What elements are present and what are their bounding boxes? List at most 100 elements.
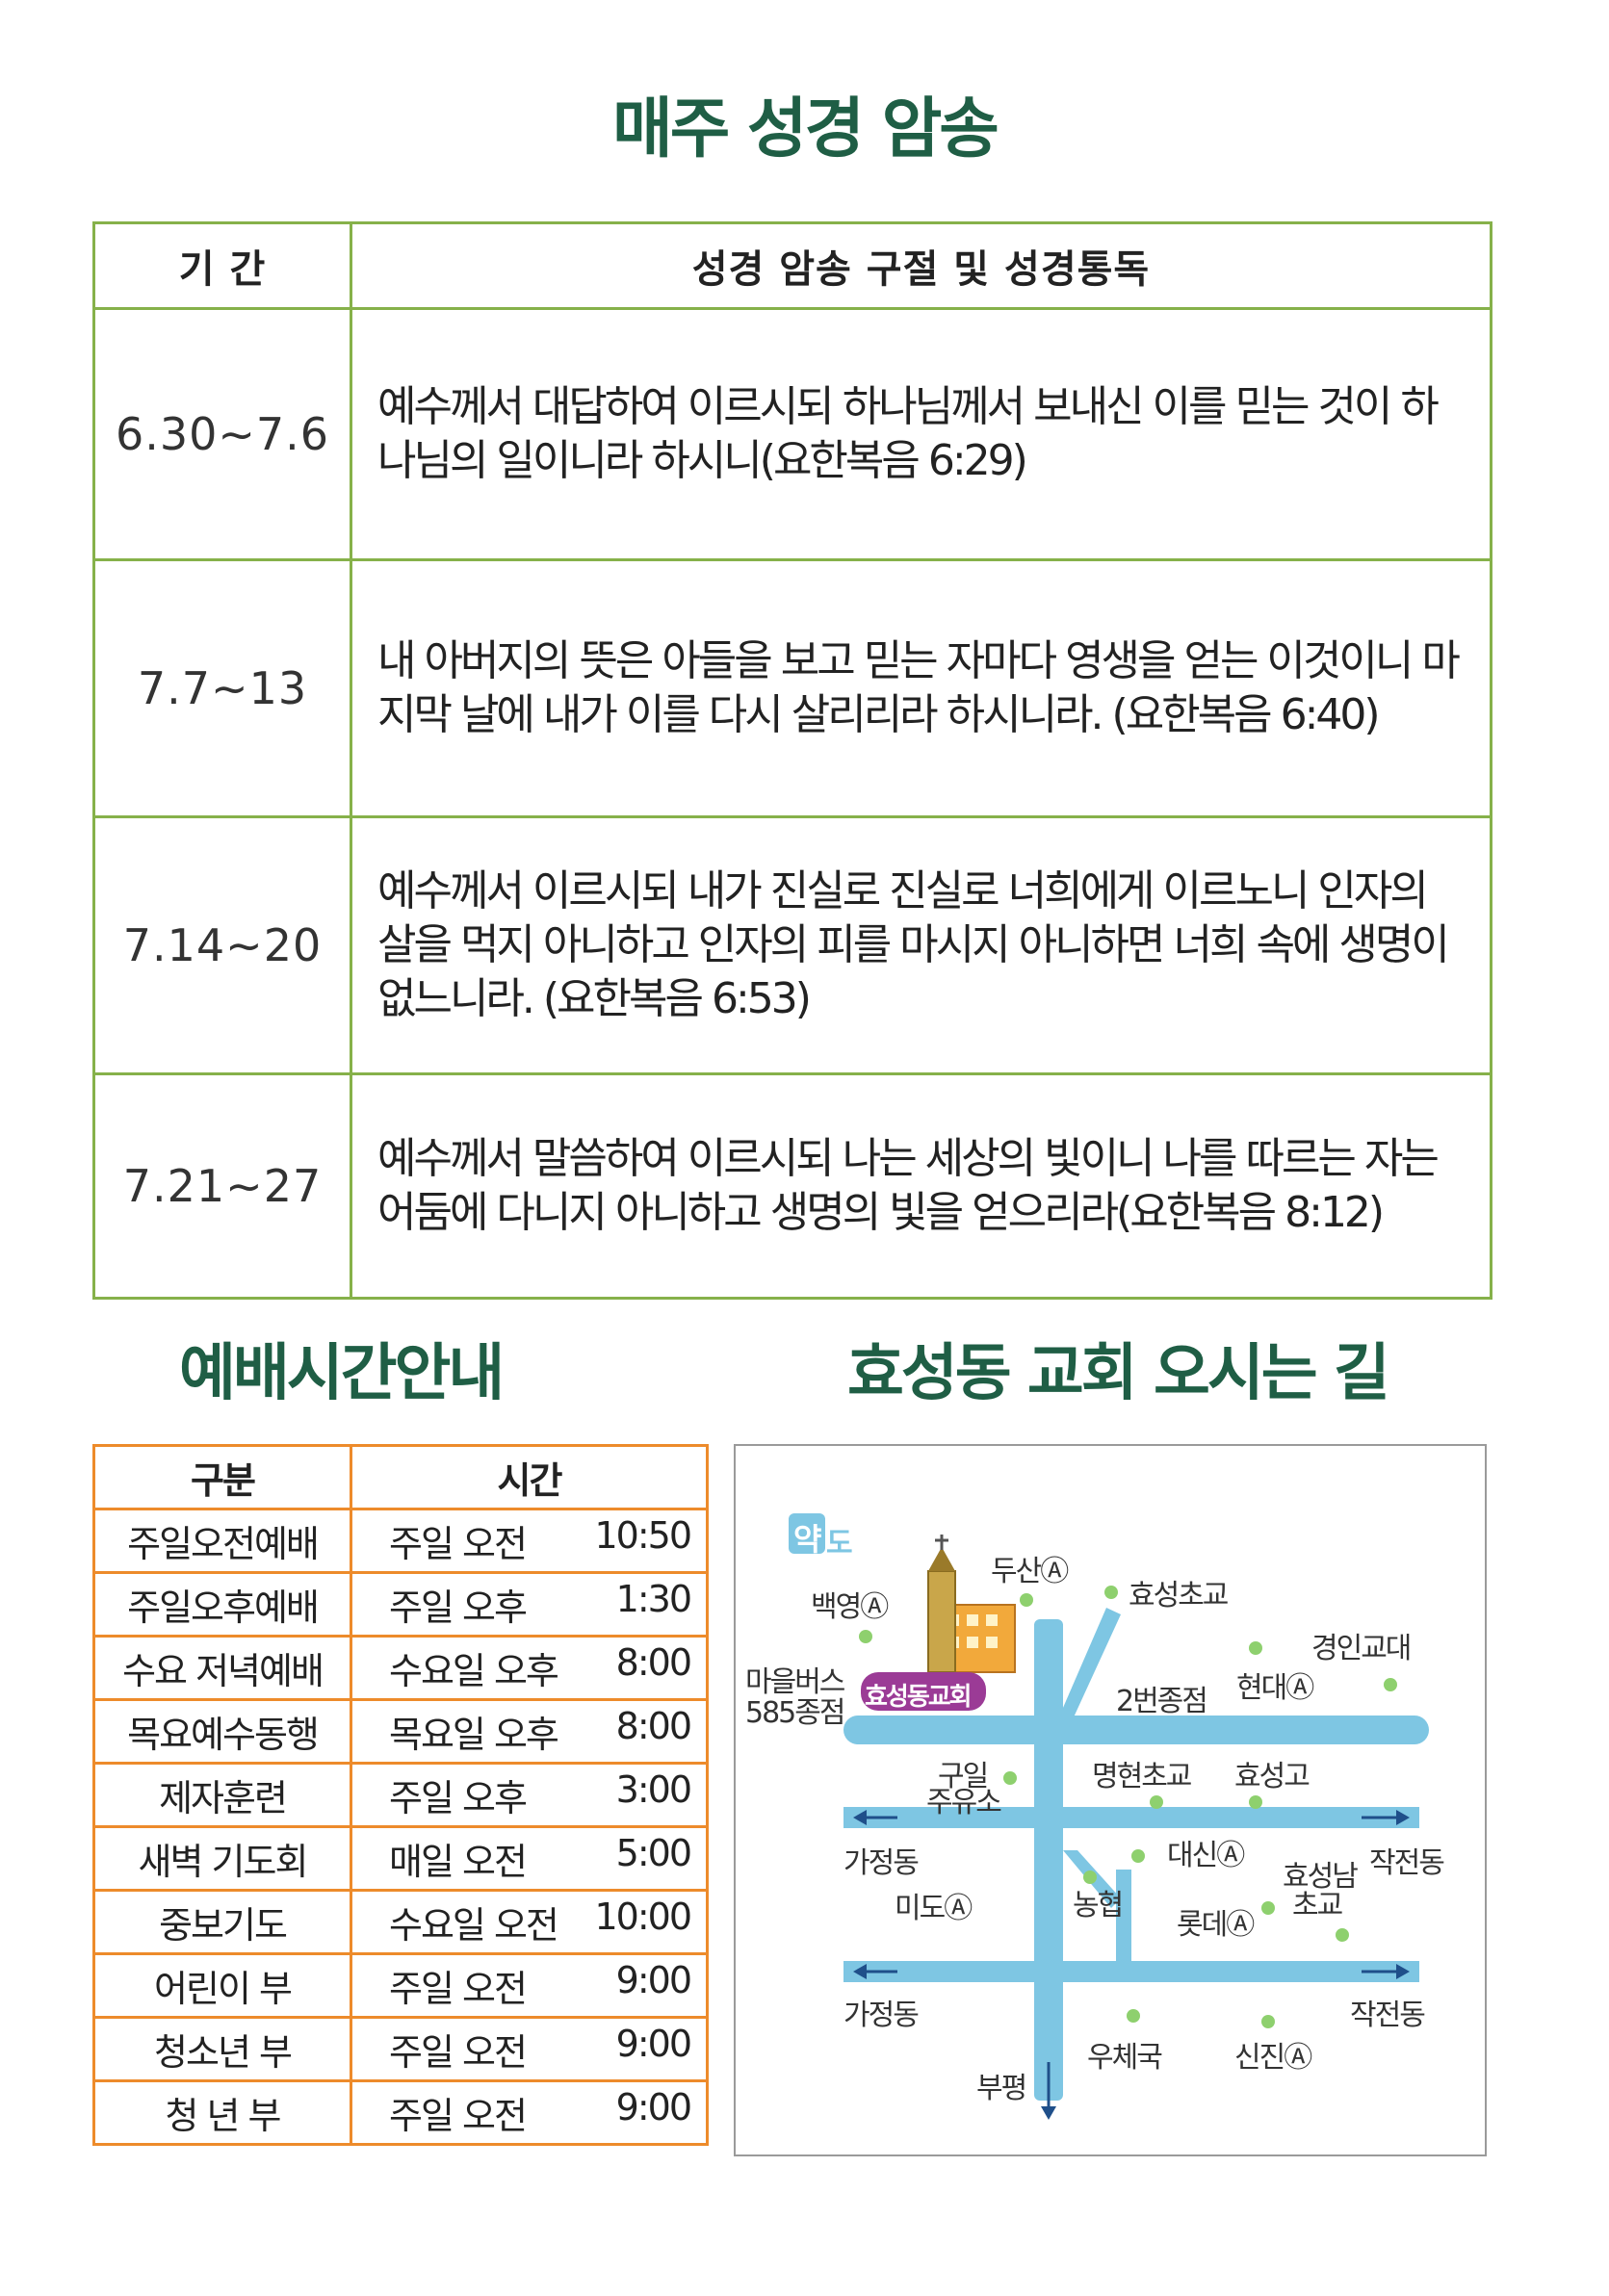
label-bus2: 2번종점 [1116, 1685, 1208, 1718]
label-hyoseong-high: 효성고 [1234, 1760, 1311, 1793]
service-day: 매일 오전 [389, 1841, 528, 1883]
arrow-east-2-head [1396, 1964, 1410, 1979]
schedule-table: 구분 시간 주일오전예배 주일 오전 10:50 주일오후예배 주일 오후 1:30… [92, 1444, 709, 2146]
page-title: 매주 성경 암송 [612, 91, 999, 168]
dot-jakjeon [1336, 1928, 1349, 1942]
table-row: 새벽 기도회 매일 오전 5:00 [92, 1825, 709, 1892]
service-clock: 9:00 [615, 2086, 692, 2128]
table-row: 주일오전예배 주일 오전 10:50 [92, 1508, 709, 1574]
service-clock: 10:50 [594, 1514, 692, 1557]
service-name: 청소년 부 [92, 2016, 352, 2082]
label-baekyoung: 백영Ⓐ [811, 1590, 889, 1624]
service-clock: 10:00 [594, 1896, 692, 1938]
service-time: 주일 오전 9:00 [350, 2016, 709, 2082]
diagonal-road [1053, 1608, 1121, 1730]
service-name: 청 년 부 [92, 2079, 352, 2146]
dot-sinjin [1261, 2015, 1275, 2028]
church-building-icon [927, 1535, 1016, 1673]
label-daesin: 대신Ⓐ [1167, 1839, 1245, 1872]
directions-map: 약 도 효성동교회 두산Ⓐ 효성초교 백영Ⓐ 경인교대 마을버스 585종점 현… [734, 1444, 1487, 2156]
service-day: 주일 오후 [389, 1587, 528, 1629]
service-name: 중보기도 [92, 1889, 352, 1955]
label-doosan: 두산Ⓐ [991, 1555, 1069, 1588]
label-hyoseongnam-b: 초교 [1292, 1889, 1343, 1922]
period-cell: 7.7~13 [92, 558, 352, 818]
table-row: 수요 저녁예배 수요일 오후 8:00 [92, 1635, 709, 1701]
service-time: 주일 오전 9:00 [350, 2079, 709, 2146]
label-gajeong-2: 가정동 [843, 1999, 920, 2032]
table-row: 7.14~20 예수께서 이르시되 내가 진실로 진실로 너희에게 이르노니 인… [92, 815, 1492, 1075]
arrow-west-2-head [853, 1964, 867, 1979]
period-header: 기 간 [92, 221, 352, 310]
label-bupyeong: 부평 [976, 2072, 1027, 2105]
service-day: 주일 오후 [389, 1777, 528, 1819]
dot-doosan [1020, 1593, 1033, 1607]
service-name: 새벽 기도회 [92, 1825, 352, 1892]
label-bus-a: 마을버스 [745, 1665, 845, 1699]
map-badge-box [789, 1513, 825, 1554]
table-row: 7.21~27 예수께서 말씀하여 이르시되 나는 세상의 빛이니 나를 따르는… [92, 1072, 1492, 1300]
map-badge-a: 약 [793, 1521, 821, 1558]
arrow-east-1-head [1396, 1810, 1410, 1825]
table-row: 어린이 부 주일 오전 9:00 [92, 1952, 709, 2019]
arrow-west-1-head [853, 1810, 867, 1825]
table-row: 청 년 부 주일 오전 9:00 [92, 2079, 709, 2146]
verse-header: 성경 암송 구절 및 성경통독 [350, 221, 1492, 310]
dot-baekyoung [859, 1630, 872, 1643]
label-jakjeon-1: 작전동 [1369, 1846, 1445, 1880]
service-name: 어린이 부 [92, 1952, 352, 2019]
service-time: 주일 오전 9:00 [350, 1952, 709, 2019]
label-hyoseongnam-a: 효성남 [1283, 1860, 1359, 1894]
landmark-dots [859, 1586, 1397, 2028]
period-cell: 6.30~7.6 [92, 307, 352, 561]
table-row: 6.30~7.6 예수께서 대답하여 이르시되 하나님께서 보내신 이를 믿는 … [92, 307, 1492, 561]
service-time: 주일 오후 1:30 [350, 1571, 709, 1638]
category-header: 구분 [92, 1444, 352, 1510]
main-road [843, 1716, 1429, 1744]
directions-title: 효성동 교회 오시는 길 [847, 1338, 1390, 1409]
table-row: 제자훈련 주일 오후 3:00 [92, 1762, 709, 1828]
service-clock: 8:00 [615, 1641, 692, 1684]
service-clock: 8:00 [615, 1705, 692, 1747]
dot-post [1127, 2009, 1140, 2023]
service-clock: 9:00 [615, 2023, 692, 2065]
label-jakjeon-2: 작전동 [1350, 1999, 1426, 2032]
service-day: 수요일 오후 [389, 1650, 559, 1692]
dot-hyoseong-elem [1104, 1586, 1118, 1599]
period-cell: 7.14~20 [92, 815, 352, 1075]
schedule-header: 구분 시간 [92, 1444, 709, 1510]
label-bus-b: 585종점 [745, 1696, 845, 1730]
dot-daesin [1131, 1849, 1145, 1863]
service-day: 주일 오전 [389, 1968, 528, 2010]
verse-table-header: 기 간 성경 암송 구절 및 성경통독 [92, 221, 1492, 310]
label-gyeongin: 경인교대 [1311, 1632, 1412, 1665]
service-name: 주일오후예배 [92, 1571, 352, 1638]
label-lotte: 롯데Ⓐ [1177, 1908, 1255, 1942]
worship-title: 예배시간안내 [179, 1338, 505, 1409]
label-sinjin: 신진Ⓐ [1234, 2041, 1312, 2075]
service-clock: 1:30 [615, 1578, 692, 1620]
period-cell: 7.21~27 [92, 1072, 352, 1300]
service-time: 주일 오후 3:00 [350, 1762, 709, 1828]
service-time: 목요일 오후 8:00 [350, 1698, 709, 1765]
label-gajeong-1: 가정동 [843, 1846, 920, 1880]
arrow-south-head [1041, 2106, 1056, 2120]
church-label: 효성동교회 [865, 1683, 973, 1712]
label-post: 우체국 [1087, 2041, 1163, 2075]
dot-myeonghyeon [1150, 1795, 1163, 1809]
service-day: 주일 오전 [389, 2095, 528, 2137]
label-mido: 미도Ⓐ [895, 1892, 973, 1925]
time-header: 시간 [350, 1444, 709, 1510]
verse-table: 기 간 성경 암송 구절 및 성경통독 6.30~7.6 예수께서 대답하여 이… [92, 221, 1492, 1300]
dot-nonghyup [1083, 1870, 1097, 1884]
table-row: 7.7~13 내 아버지의 뜻은 아들을 보고 믿는 자마다 영생을 얻는 이것… [92, 558, 1492, 818]
label-gas-a: 구일 [938, 1760, 989, 1793]
side-road [1116, 1870, 1131, 1966]
label-myeonghyeon: 명현초교 [1092, 1760, 1192, 1793]
service-clock: 3:00 [615, 1768, 692, 1811]
table-row: 중보기도 수요일 오전 10:00 [92, 1889, 709, 1955]
dot-hyoseong-high [1249, 1795, 1262, 1809]
service-day: 목요일 오후 [389, 1714, 559, 1756]
service-name: 제자훈련 [92, 1762, 352, 1828]
map-badge-b: 도 [826, 1527, 853, 1561]
